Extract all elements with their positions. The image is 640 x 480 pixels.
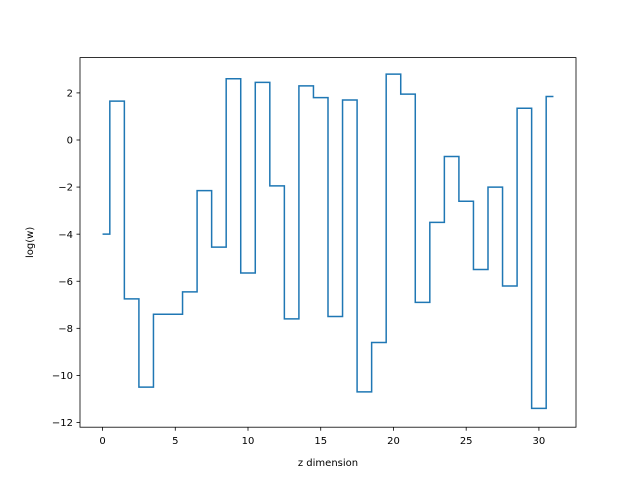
- y-tick-label: −10: [52, 371, 73, 382]
- x-tick-label: 5: [172, 436, 178, 447]
- y-tick-label: 2: [67, 89, 73, 100]
- x-tick-label: 20: [387, 436, 400, 447]
- y-tick-label: −4: [58, 230, 73, 241]
- x-axis-label: z dimension: [298, 458, 358, 469]
- axes-frame: [79, 57, 577, 428]
- x-tick-label: 0: [99, 436, 105, 447]
- y-tick-label: 0: [67, 136, 73, 147]
- x-tick-label: 10: [242, 436, 255, 447]
- x-tick-label: 25: [460, 436, 473, 447]
- y-tick-label: −2: [58, 183, 73, 194]
- series-layer: [102, 73, 554, 410]
- y-tick-label: −6: [58, 277, 73, 288]
- x-tick-label: 30: [533, 436, 546, 447]
- y-ticks: −12 −10 −8 −6 −4 −2 0 2: [52, 89, 80, 429]
- y-axis-label: log(w): [25, 227, 36, 258]
- y-tick-label: −8: [58, 324, 73, 335]
- x-ticks: 0 5 10 15 20 25 30: [99, 427, 545, 447]
- x-tick-label: 15: [314, 436, 327, 447]
- y-tick-label: −12: [52, 418, 73, 429]
- series-line-0: [102, 73, 554, 410]
